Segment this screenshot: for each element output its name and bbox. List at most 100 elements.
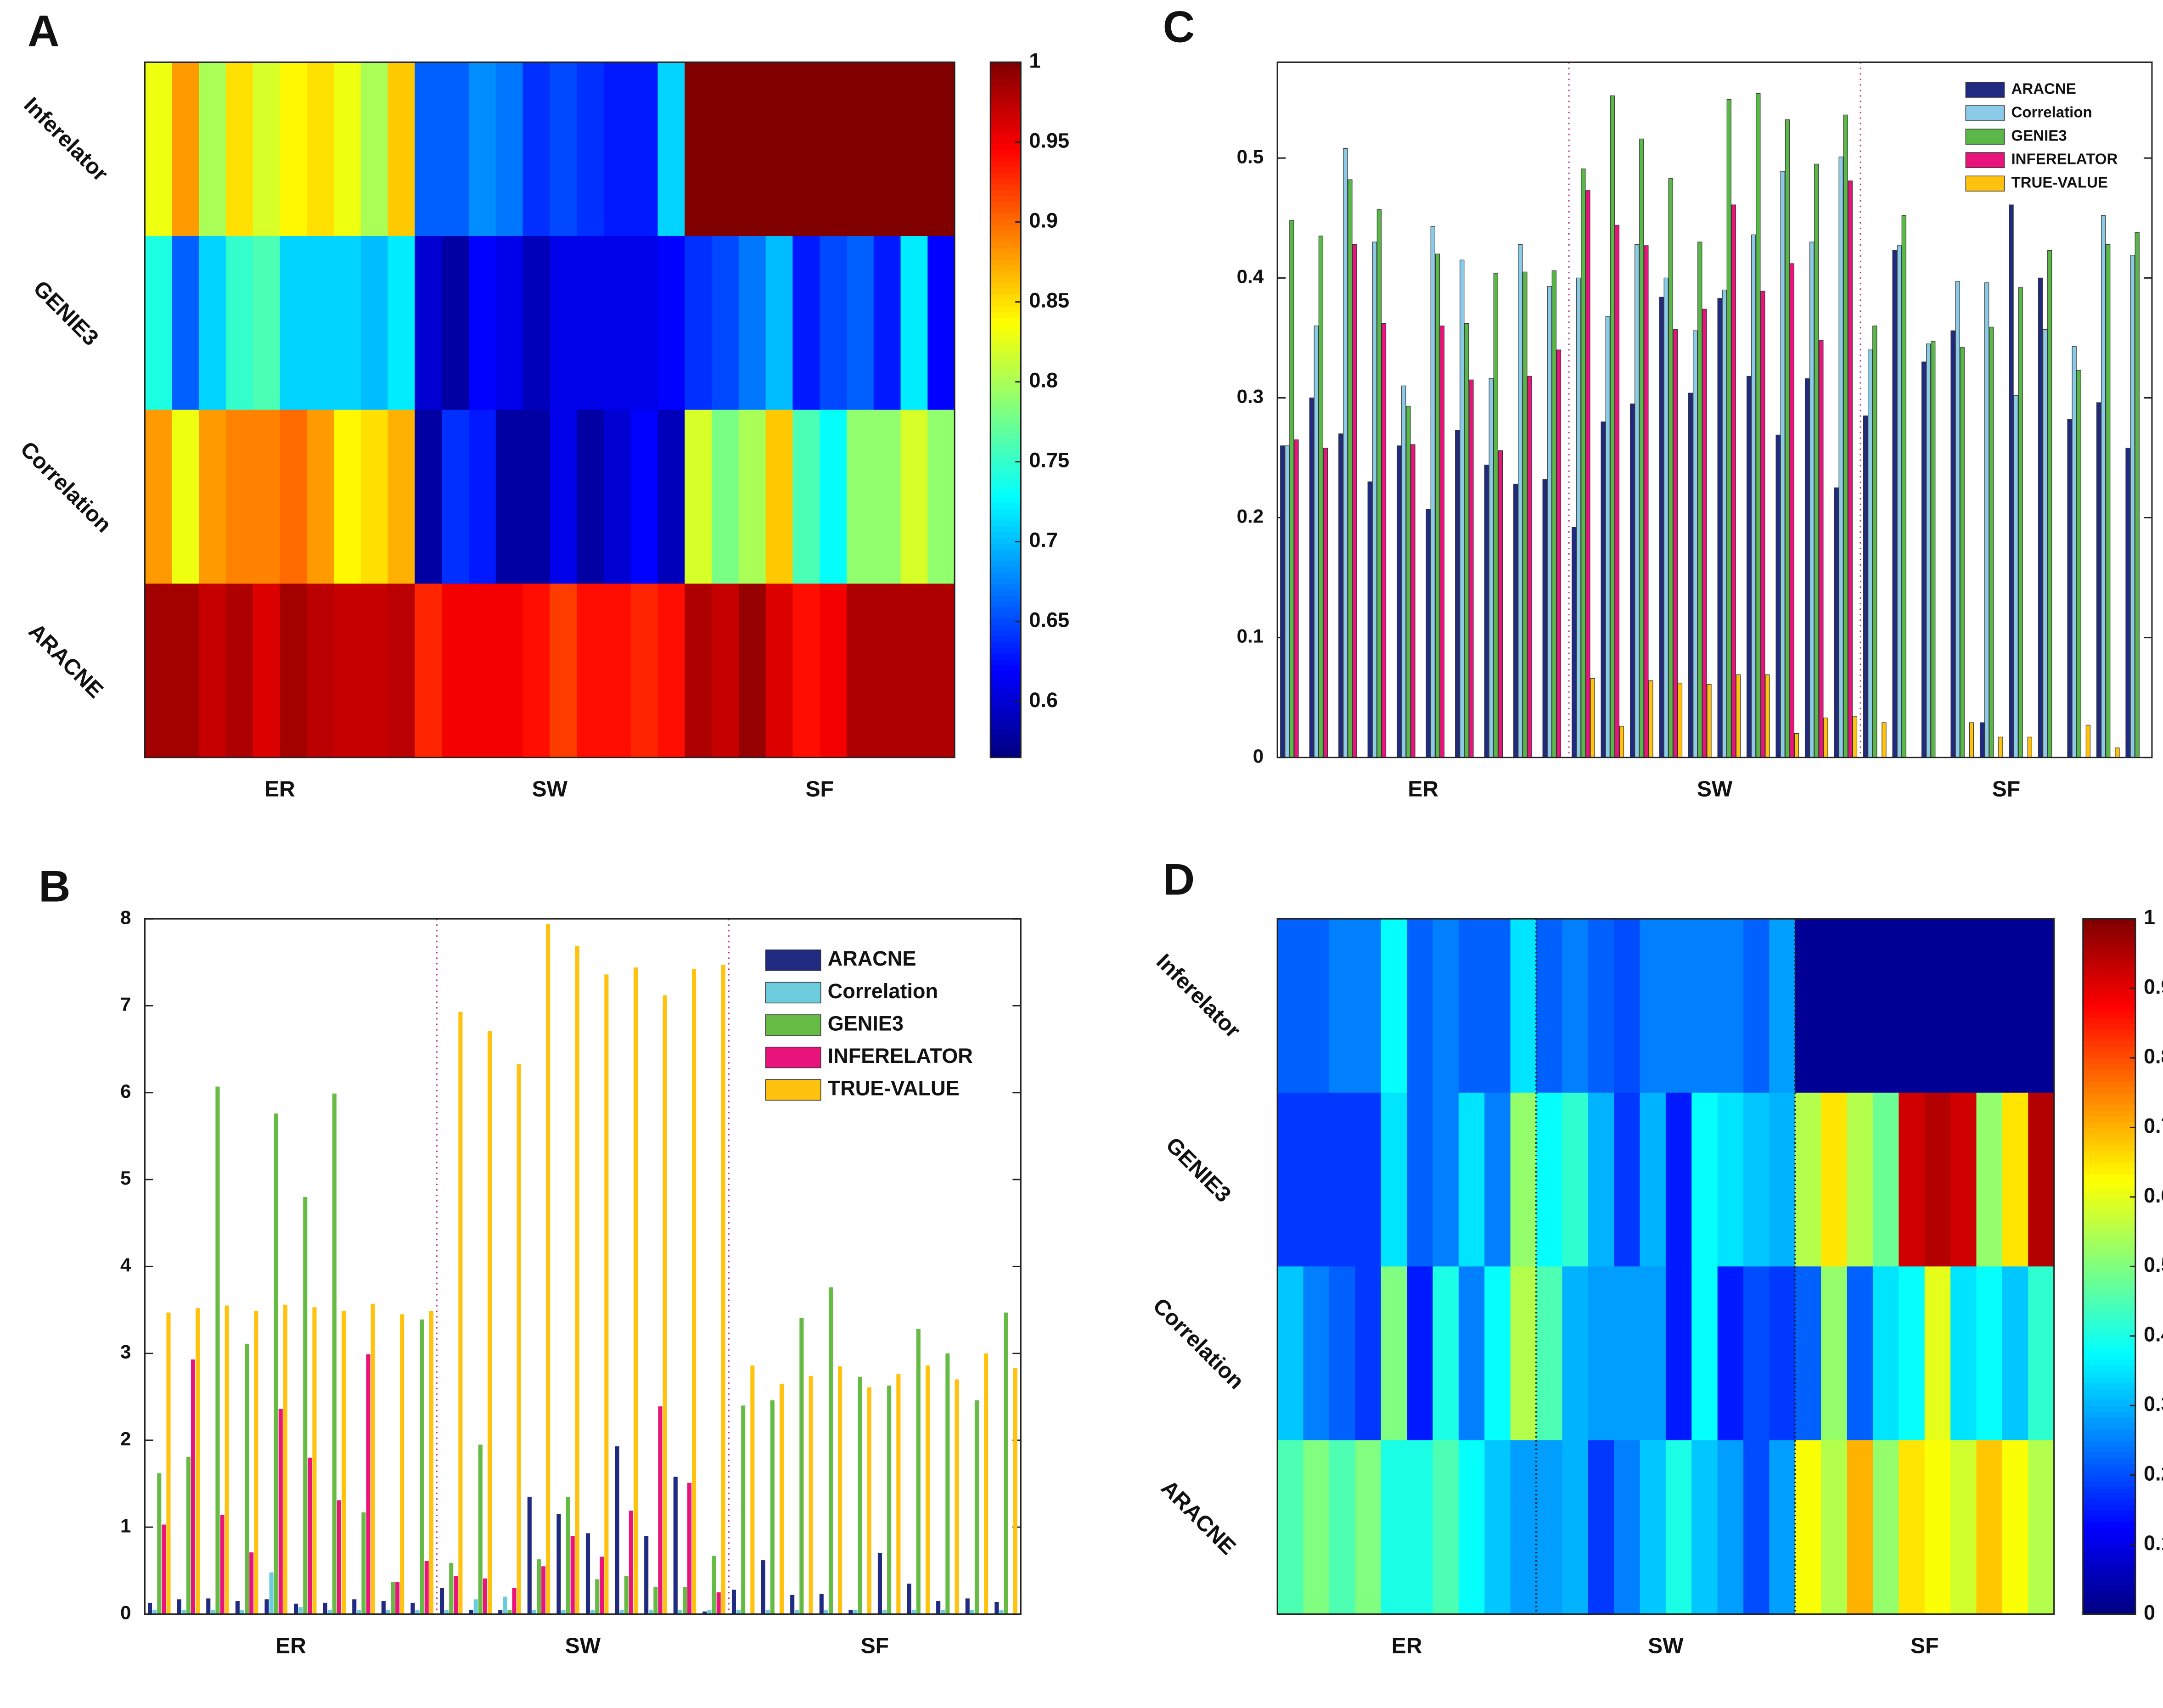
colorbar-strip <box>990 190 1021 196</box>
bar <box>1323 448 1328 758</box>
colorbar-strip <box>990 213 1021 219</box>
bar <box>955 1379 959 1614</box>
colorbar-strip <box>2083 1145 2135 1152</box>
colorbar-strip <box>2083 971 2135 978</box>
colorbar-strip <box>990 340 1021 347</box>
colorbar-strip <box>2083 1330 2135 1337</box>
bar <box>1527 376 1532 758</box>
bar <box>1576 277 1581 758</box>
heatmap-cell <box>1484 919 1511 1093</box>
colorbar-strip <box>990 143 1021 150</box>
bar <box>1688 393 1693 758</box>
heatmap-cell <box>1717 919 1744 1093</box>
heatmap-cell <box>657 410 685 584</box>
bar <box>1979 722 1985 758</box>
heatmap-cell <box>225 236 253 410</box>
heatmap-cell <box>172 62 200 237</box>
colorbar-strip <box>990 357 1021 364</box>
colorbar-strip <box>990 670 1021 677</box>
bar <box>298 1607 303 1614</box>
colorbar-strip <box>2083 1504 2135 1511</box>
heatmap-cell <box>792 584 820 758</box>
bar <box>779 1383 784 1614</box>
bar <box>702 1611 707 1614</box>
colorbar-tick-label: 0.95 <box>1029 129 1069 152</box>
colorbar-strip <box>2083 1231 2135 1238</box>
heatmap-cell <box>2002 1092 2029 1267</box>
heatmap-cell <box>792 62 820 237</box>
bar <box>337 1500 341 1614</box>
colorbar-strip <box>990 659 1021 665</box>
colorbar-strip <box>2083 1052 2135 1059</box>
colorbar-strip <box>2083 1174 2135 1180</box>
heatmap-cell <box>1640 1440 1667 1615</box>
colorbar-strip <box>990 508 1021 515</box>
colorbar-strip <box>2083 1545 2135 1551</box>
heatmap-cell <box>1847 1092 1874 1267</box>
heatmap-cell <box>1795 1440 1822 1615</box>
heatmap-cell <box>1743 1440 1770 1615</box>
bar <box>2106 244 2111 758</box>
heatmap-cell <box>253 410 281 584</box>
y-tick-label: 0 <box>120 1602 131 1624</box>
heatmap-cell <box>1717 1266 1744 1441</box>
heatmap-cell <box>685 236 713 410</box>
bar <box>1455 430 1460 758</box>
colorbar-strip <box>2083 930 2135 937</box>
heatmap-cell <box>1924 919 1951 1093</box>
bar <box>1426 509 1431 758</box>
colorbar-strip <box>990 79 1021 86</box>
heatmap-cell <box>1277 1440 1304 1615</box>
bar <box>1523 271 1528 758</box>
colorbar-strip <box>2083 1568 2135 1574</box>
bar <box>269 1572 274 1614</box>
colorbar-strip <box>2083 1377 2135 1383</box>
heatmap-cell <box>280 584 308 758</box>
heatmap-cell <box>1950 919 1977 1093</box>
colorbar-strip <box>2083 1382 2135 1389</box>
colorbar-strip <box>990 334 1021 341</box>
bar <box>1318 236 1324 758</box>
bar <box>1352 244 1357 758</box>
legend-swatch <box>1965 129 2005 145</box>
heatmap-cell <box>1821 919 1848 1093</box>
heatmap-cell <box>172 236 200 410</box>
heatmap-cell <box>1665 1092 1692 1267</box>
heatmap-cell <box>280 236 308 410</box>
bar <box>546 924 551 1614</box>
bar <box>896 1374 901 1614</box>
bar <box>1289 220 1294 758</box>
bar <box>716 1592 721 1614</box>
bar <box>1838 157 1843 758</box>
heatmap-cell <box>1329 919 1356 1093</box>
y-tick-label: 5 <box>120 1167 131 1189</box>
bar <box>1789 263 1794 758</box>
bar <box>736 1609 741 1614</box>
heatmap-cell <box>846 236 874 410</box>
heatmap-cell <box>360 62 388 237</box>
heatmap-cell <box>1355 1266 1382 1441</box>
bar <box>1843 114 1848 758</box>
colorbar-strip <box>990 114 1021 121</box>
colorbar-strip <box>990 247 1021 254</box>
bar <box>858 1377 862 1614</box>
bar <box>644 1536 649 1614</box>
bar <box>1819 340 1824 758</box>
heatmap-cell <box>388 410 416 584</box>
colorbar-strip <box>990 201 1021 208</box>
colorbar-strip <box>990 404 1021 410</box>
colorbar-strip <box>2083 1313 2135 1320</box>
bar <box>323 1602 327 1614</box>
bar <box>341 1310 346 1614</box>
colorbar-strip <box>990 566 1021 573</box>
heatmap-cell <box>333 236 361 410</box>
x-group-label: SW <box>1648 1633 1684 1658</box>
colorbar-strip <box>2083 1295 2135 1302</box>
colorbar-strip <box>990 236 1021 242</box>
colorbar-strip <box>990 752 1021 758</box>
heatmap-cell <box>1355 1440 1382 1615</box>
bar <box>410 1602 415 1614</box>
bar <box>1401 385 1406 758</box>
bar <box>1469 379 1474 758</box>
bar <box>469 1609 473 1614</box>
